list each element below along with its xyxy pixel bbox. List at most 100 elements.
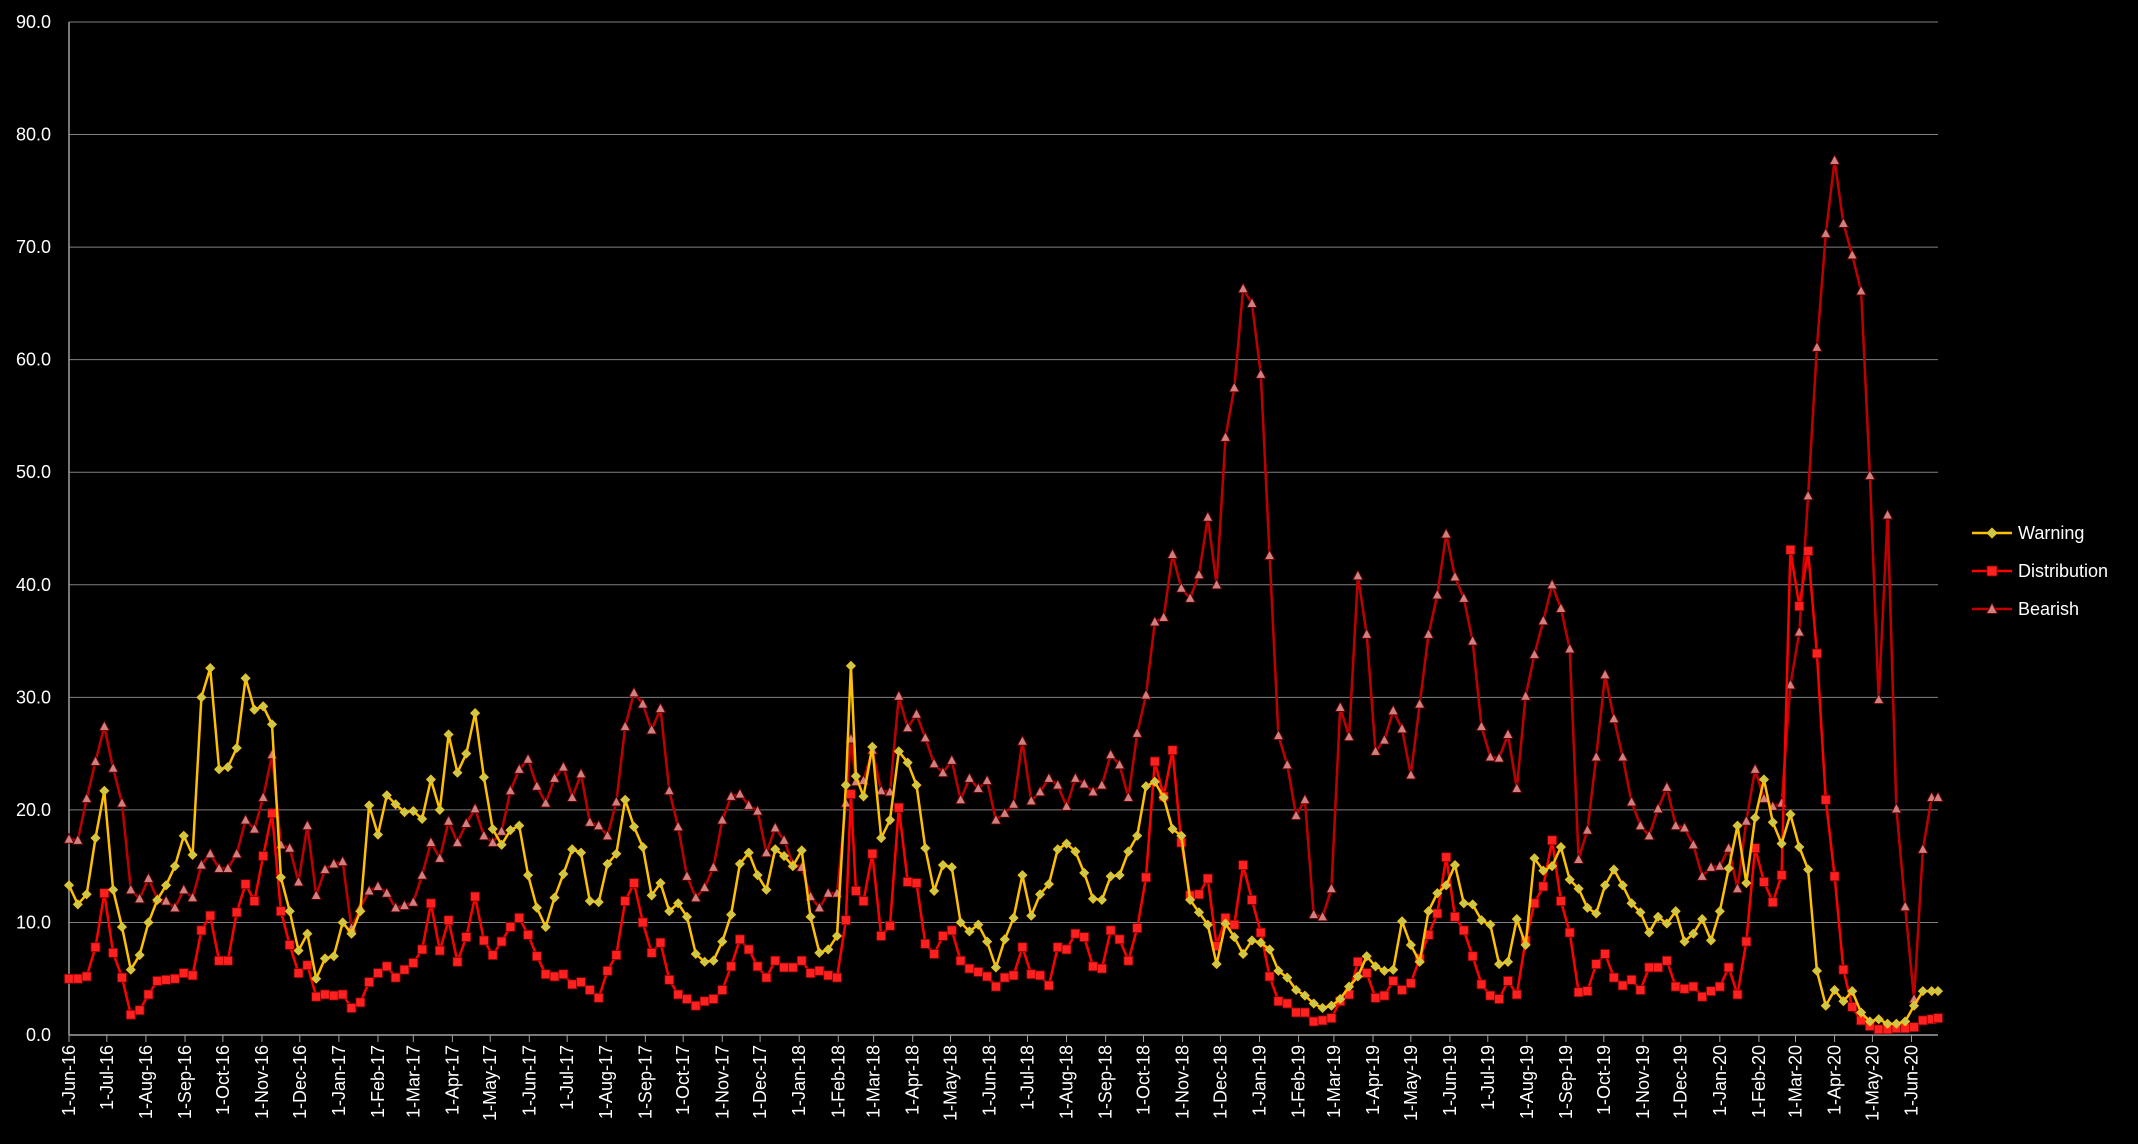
data-point-warning bbox=[1361, 951, 1372, 962]
data-point-warning bbox=[567, 844, 578, 855]
data-point-bearish bbox=[1316, 910, 1329, 922]
data-point-distribution bbox=[408, 958, 419, 968]
data-point-bearish bbox=[1352, 569, 1364, 581]
data-point-warning bbox=[1917, 986, 1928, 997]
data-point-bearish bbox=[1466, 634, 1479, 646]
data-point-bearish bbox=[1714, 859, 1726, 871]
x-tick-label: 1-Jul-17 bbox=[557, 1045, 577, 1110]
data-point-warning bbox=[1299, 990, 1310, 1001]
data-point-warning bbox=[258, 701, 269, 712]
data-point-distribution bbox=[196, 925, 207, 936]
data-point-distribution bbox=[1405, 978, 1416, 989]
data-point-warning bbox=[1405, 939, 1416, 951]
data-point-distribution bbox=[1317, 1015, 1328, 1026]
data-point-bearish bbox=[1864, 469, 1876, 481]
data-point-distribution bbox=[161, 974, 172, 985]
data-point-distribution bbox=[1229, 919, 1240, 930]
data-point-warning bbox=[319, 953, 331, 964]
x-tick-label: 1-Nov-17 bbox=[712, 1045, 732, 1119]
data-point-distribution bbox=[1052, 942, 1063, 953]
data-point-bearish bbox=[1210, 578, 1223, 590]
data-point-warning bbox=[1193, 907, 1205, 918]
data-point-warning bbox=[1370, 961, 1381, 972]
data-point-distribution bbox=[973, 967, 984, 977]
data-point-bearish bbox=[910, 707, 923, 719]
data-point-distribution bbox=[1838, 964, 1849, 975]
data-point-bearish bbox=[893, 689, 905, 701]
data-point-distribution bbox=[1141, 872, 1151, 883]
data-point-warning bbox=[1573, 883, 1584, 894]
data-point-distribution bbox=[64, 973, 74, 984]
data-point-distribution bbox=[1573, 987, 1584, 998]
data-point-bearish bbox=[822, 886, 834, 898]
data-point-warning bbox=[982, 936, 993, 947]
data-point-bearish bbox=[1087, 785, 1099, 797]
data-point-distribution bbox=[1626, 974, 1637, 985]
data-point-warning bbox=[1352, 971, 1363, 982]
x-tick-label: 1-Sep-17 bbox=[635, 1045, 655, 1119]
data-point-bearish bbox=[169, 901, 181, 913]
data-point-bearish bbox=[381, 886, 393, 898]
data-point-warning bbox=[840, 780, 851, 791]
data-point-warning bbox=[99, 785, 110, 796]
data-point-bearish bbox=[1237, 282, 1249, 294]
data-point-distribution bbox=[752, 961, 763, 972]
data-point-warning bbox=[1379, 965, 1390, 976]
data-point-warning bbox=[81, 889, 92, 900]
data-point-warning bbox=[814, 947, 825, 958]
x-tick-label: 1-Sep-19 bbox=[1556, 1045, 1576, 1119]
data-point-distribution bbox=[1697, 991, 1708, 1002]
data-point-bearish bbox=[1705, 860, 1717, 872]
data-point-bearish bbox=[919, 731, 932, 743]
data-point-distribution bbox=[1476, 979, 1487, 990]
data-point-bearish bbox=[186, 891, 199, 903]
data-point-bearish bbox=[1484, 750, 1497, 762]
data-point-warning bbox=[1202, 919, 1213, 930]
data-point-distribution bbox=[1661, 955, 1672, 966]
data-point-distribution bbox=[851, 886, 861, 896]
data-point-distribution bbox=[999, 972, 1010, 983]
data-point-bearish bbox=[601, 829, 614, 841]
data-point-warning bbox=[1750, 812, 1761, 823]
data-point-bearish bbox=[1396, 722, 1408, 734]
data-point-bearish bbox=[1678, 821, 1691, 833]
data-point-bearish bbox=[1290, 809, 1302, 820]
data-point-warning bbox=[1229, 932, 1240, 943]
data-point-distribution bbox=[1282, 998, 1293, 1009]
data-point-warning bbox=[743, 847, 754, 858]
data-point-warning bbox=[470, 708, 481, 719]
data-point-distribution bbox=[90, 942, 101, 953]
data-point-bearish bbox=[1228, 381, 1241, 393]
data-point-bearish bbox=[425, 836, 437, 847]
data-point-distribution bbox=[1167, 745, 1178, 756]
data-point-bearish bbox=[1722, 841, 1735, 853]
data-point-warning bbox=[845, 660, 856, 671]
data-point-warning bbox=[487, 823, 498, 835]
data-point-distribution bbox=[611, 950, 622, 960]
data-point-bearish bbox=[301, 819, 314, 831]
data-point-distribution bbox=[1308, 1016, 1319, 1027]
x-tick-label: 1-Feb-18 bbox=[828, 1045, 848, 1118]
data-point-warning bbox=[266, 719, 278, 730]
data-point-bearish bbox=[1537, 614, 1550, 626]
data-point-distribution bbox=[1776, 870, 1787, 881]
data-point-bearish bbox=[1025, 794, 1037, 806]
data-point-distribution bbox=[1194, 889, 1204, 900]
x-tick-label: 1-Mar-17 bbox=[403, 1045, 423, 1118]
data-point-bearish bbox=[328, 857, 340, 869]
data-point-bearish bbox=[539, 796, 552, 808]
data-point-warning bbox=[1388, 964, 1399, 975]
data-point-bearish bbox=[1166, 547, 1179, 559]
data-point-warning bbox=[425, 774, 437, 785]
data-point-bearish bbox=[213, 861, 225, 873]
x-tick-label: 1-Apr-17 bbox=[442, 1045, 462, 1115]
data-point-distribution bbox=[302, 960, 313, 971]
data-point-warning bbox=[770, 844, 781, 855]
data-point-warning bbox=[399, 807, 410, 818]
data-point-warning bbox=[1158, 792, 1169, 803]
data-point-bearish bbox=[204, 847, 216, 859]
data-point-warning bbox=[1758, 774, 1770, 785]
data-point-distribution bbox=[284, 940, 295, 950]
x-tick-label: 1-Feb-20 bbox=[1749, 1045, 1769, 1118]
data-point-distribution bbox=[1291, 1007, 1301, 1018]
